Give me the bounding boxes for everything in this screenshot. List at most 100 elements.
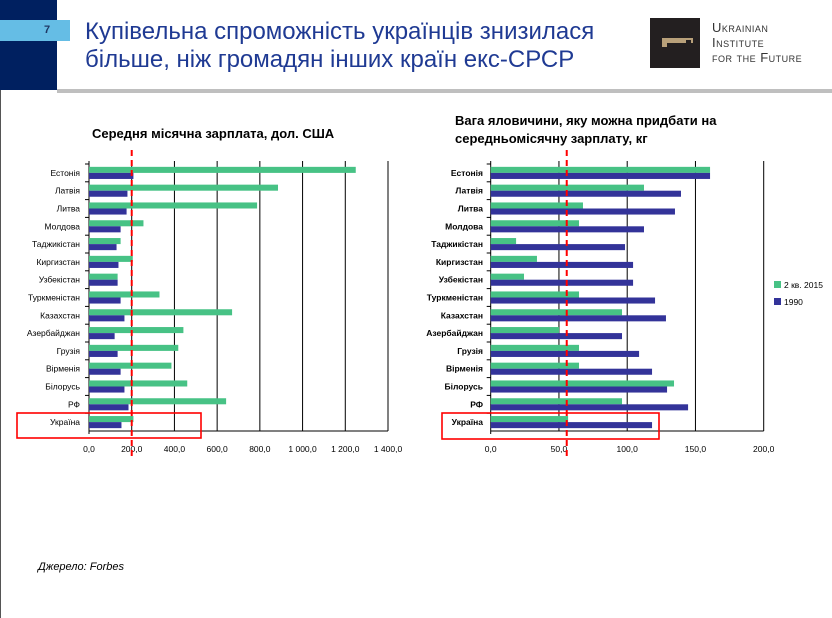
category-label: Вірменія	[46, 364, 80, 374]
chart-title-beef: Вага яловичини, яку можна придбати на се…	[455, 113, 717, 146]
category-label: Молдова	[44, 221, 80, 231]
page-title: Купівельна спроможність українців знизил…	[85, 18, 595, 73]
x-tick-label: 800,0	[249, 444, 271, 454]
category-label: Литва	[458, 204, 483, 214]
legend-label: 2 кв. 2015	[784, 280, 823, 290]
left-border	[0, 0, 1, 618]
bar-2015	[89, 273, 118, 280]
category-label: Естонія	[50, 168, 80, 178]
bar-1990	[490, 244, 626, 251]
bar-2015	[89, 202, 258, 209]
bar-2015	[89, 238, 121, 245]
category-label: Україна	[50, 417, 80, 427]
bar-1990	[490, 315, 666, 322]
category-label: Узбекістан	[39, 275, 81, 285]
x-tick-label: 50,0	[551, 444, 568, 454]
bar-2015	[490, 184, 644, 191]
bar-1990	[89, 172, 134, 179]
bar-1990	[89, 386, 125, 393]
bar-1990	[89, 368, 121, 375]
bar-1990	[89, 404, 129, 411]
bar-2015	[89, 309, 233, 316]
bar-1990	[89, 297, 121, 304]
bar-1990	[490, 208, 675, 215]
source-note: Джерело: Forbes	[38, 561, 124, 573]
bar-1990	[490, 368, 653, 375]
bar-2015	[89, 327, 184, 334]
bar-2015	[490, 166, 711, 173]
bar-1990	[490, 190, 681, 197]
category-label: Литва	[57, 204, 81, 214]
bar-1990	[490, 350, 640, 357]
bar-1990	[89, 190, 128, 197]
category-label: Киргизстан	[36, 257, 80, 267]
highlight-box-ukraine	[16, 412, 202, 439]
legend-label: 1990	[784, 297, 803, 307]
key-icon	[662, 38, 693, 47]
bar-1990	[490, 422, 653, 429]
x-tick-label: 150,0	[685, 444, 707, 454]
category-label: Казахстан	[441, 310, 483, 320]
legend-swatch	[774, 281, 781, 288]
x-tick-label: 100,0	[617, 444, 639, 454]
bar-2015	[89, 344, 179, 351]
bar-1990	[490, 386, 668, 393]
bar-2015	[89, 220, 144, 227]
category-label: Латвія	[55, 186, 80, 196]
category-label: Таджикістан	[32, 239, 80, 249]
highlight-box-ukraine	[441, 412, 660, 440]
x-tick-label: 0,0	[485, 444, 497, 454]
bar-1990	[490, 333, 623, 340]
category-label: Естонія	[451, 168, 483, 178]
bar-1990	[89, 208, 127, 215]
bar-1990	[89, 261, 119, 268]
category-label: Туркменістан	[427, 293, 483, 303]
category-label: Білорусь	[45, 382, 80, 392]
bar-1990	[490, 172, 711, 179]
category-label: Молдова	[445, 221, 483, 231]
bar-2015	[89, 184, 279, 191]
bar-1990	[89, 350, 118, 357]
category-label: Таджикістан	[431, 239, 483, 249]
bar-2015	[89, 255, 133, 262]
bar-2015	[490, 238, 517, 245]
header-navy-block	[0, 0, 57, 90]
bar-2015	[490, 291, 580, 298]
header-divider	[57, 89, 832, 93]
bar-2015	[89, 380, 188, 387]
slide-number: 7	[0, 20, 70, 41]
bar-2015	[89, 362, 172, 369]
bar-1990	[490, 279, 634, 286]
bar-1990	[490, 226, 644, 233]
x-tick-label: 1 200,0	[331, 444, 360, 454]
x-tick-label: 400,0	[164, 444, 186, 454]
bar-1990	[89, 315, 125, 322]
bar-1990	[89, 279, 118, 286]
bar-1990	[89, 333, 115, 340]
x-tick-label: 1 000,0	[288, 444, 317, 454]
chart-title-salary: Середня місячна зарплата, дол. США	[92, 126, 335, 141]
category-label: Киргизстан	[436, 257, 483, 267]
x-tick-label: 0,0	[83, 444, 95, 454]
category-label: Азербайджан	[426, 328, 483, 338]
category-label: Білорусь	[445, 382, 484, 392]
category-label: Азербайджан	[27, 328, 80, 338]
bar-2015	[490, 309, 623, 316]
bar-1990	[89, 226, 121, 233]
category-label: РФ	[470, 399, 483, 409]
bar-2015	[490, 273, 525, 280]
bar-2015	[490, 416, 569, 423]
chart-0: 0,0 200,0 400,0 600,0 800,0 1 000,0 1 200,0 1 4…	[16, 150, 402, 460]
category-label: Туркменістан	[28, 293, 80, 303]
category-label: Грузія	[457, 346, 483, 356]
bar-2015	[490, 255, 537, 262]
bar-1990	[490, 261, 634, 268]
bar-1990	[89, 422, 122, 429]
category-label: Вірменія	[446, 364, 483, 374]
bar-2015	[89, 291, 160, 298]
category-label: Казахстан	[40, 310, 80, 320]
category-label: Грузія	[57, 346, 81, 356]
category-label: Україна	[452, 417, 484, 427]
x-tick-label: 200,0	[121, 444, 143, 454]
